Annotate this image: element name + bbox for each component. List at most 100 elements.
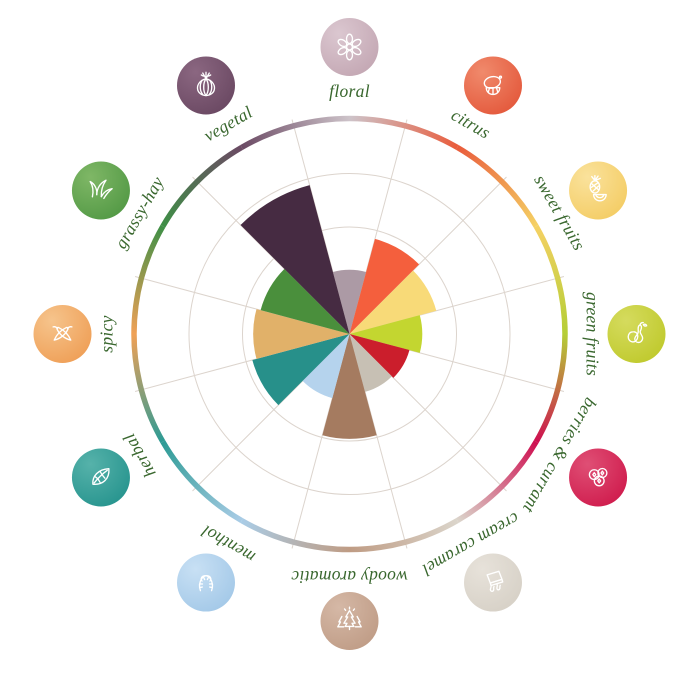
leaf-icon [92, 468, 110, 485]
ring-arc-grassy-hay [160, 144, 244, 228]
ring-arc-woody-aromatic [240, 518, 350, 553]
lemon-icon-strokes [483, 75, 503, 96]
candy-canes-icon [198, 575, 214, 592]
icon-part [498, 75, 503, 79]
ring-arc-green-fruits [533, 333, 568, 444]
icon-part [639, 321, 644, 326]
wedge-berries-currant [349, 334, 410, 378]
ring-arc-vegetal [240, 115, 350, 150]
ring-arc-sweet-fruits [533, 224, 568, 335]
ring-arc-cream-caramel [349, 518, 459, 553]
icon-part [489, 584, 495, 592]
pear-apple-icon [627, 321, 648, 344]
badge-herbal [71, 448, 130, 507]
icon-part [199, 576, 213, 589]
icon-part [592, 193, 607, 202]
ring-arc-menthol [160, 440, 244, 524]
category-label-floral: floral [329, 81, 370, 101]
chili-icon [52, 326, 73, 341]
onion-icon-strokes [196, 71, 216, 97]
badge-menthol [177, 553, 235, 612]
wedge-grassy-hay [260, 268, 350, 334]
icon-part [337, 46, 348, 56]
badge-citrus [464, 56, 522, 115]
wedges [240, 185, 437, 439]
grid-ring [242, 226, 457, 442]
icon-part [590, 182, 600, 192]
icon-part [199, 79, 213, 95]
icon-part [203, 78, 209, 97]
berries-icon-strokes [588, 467, 608, 487]
category-badges [33, 18, 666, 650]
category-label-spicy: spicy [97, 315, 117, 352]
ring-arc-citrus [455, 144, 539, 228]
ring-arc-berries-currant [455, 440, 539, 524]
lemon-icon [483, 75, 503, 96]
category-label-woody-aromatic: woody aromatic [291, 567, 408, 587]
icon-part [593, 475, 605, 487]
icon-part [96, 179, 107, 198]
icon-part [602, 195, 604, 197]
icon-part [599, 196, 601, 199]
flan-icon [486, 570, 504, 592]
onion-icon [196, 71, 216, 97]
flower-icon [337, 33, 362, 61]
pineapple-icon-strokes [589, 174, 607, 202]
pear-apple-icon-strokes [627, 321, 648, 344]
badge-floral [320, 18, 379, 76]
grass-icon-strokes [89, 179, 113, 200]
icon-part [52, 326, 59, 330]
icon-part [592, 471, 597, 478]
icon-part [66, 326, 73, 330]
wedge-citrus [349, 238, 420, 334]
icon-part [487, 87, 499, 95]
icon-part [627, 331, 639, 343]
badge-grassy-hay [71, 161, 130, 220]
icon-part [642, 323, 648, 327]
badge-spicy [33, 305, 92, 363]
icon-part [345, 49, 354, 61]
grass-icon [89, 179, 113, 200]
icon-part [93, 469, 108, 484]
icon-part [345, 33, 354, 45]
icon-part [485, 87, 501, 96]
icon-part [343, 606, 356, 611]
flower-icon-strokes [337, 33, 362, 61]
icon-part [596, 196, 599, 198]
wedge-spicy [253, 309, 350, 359]
pineapple-icon [589, 174, 607, 202]
icon-part [351, 38, 362, 48]
wedge-green-fruits [349, 315, 423, 353]
badge-vegetal [177, 56, 235, 115]
icon-part [89, 180, 98, 198]
badge-woody-aromatic [320, 592, 379, 650]
wedge-menthol [302, 334, 350, 399]
ring-arc-floral [349, 115, 459, 150]
grid-ring [188, 173, 511, 495]
icon-part [94, 471, 106, 484]
icon-part [600, 470, 605, 476]
wedge-cream-caramel [349, 334, 392, 392]
leaf-icon-strokes [92, 468, 110, 485]
ring-arc-spicy [131, 224, 166, 335]
icon-part [597, 478, 602, 484]
chili-icon-strokes [52, 326, 73, 341]
wedge-floral [332, 269, 367, 334]
icon-part [496, 583, 501, 591]
icon-part [200, 575, 214, 592]
wedge-sweet-fruits [349, 270, 437, 334]
icon-part [337, 38, 348, 48]
icon-part [337, 615, 345, 628]
icon-part [354, 615, 362, 628]
wedge-herbal [252, 334, 350, 406]
category-ring [131, 115, 568, 553]
icon-part [489, 578, 504, 587]
flan-icon-strokes [486, 570, 504, 592]
pine-trees-icon-strokes [337, 606, 362, 631]
icon-part [200, 71, 212, 80]
category-label-green-fruits: green fruits [583, 292, 603, 376]
wedge-woody-aromatic [322, 334, 377, 439]
ring-arc-herbal [131, 333, 166, 444]
